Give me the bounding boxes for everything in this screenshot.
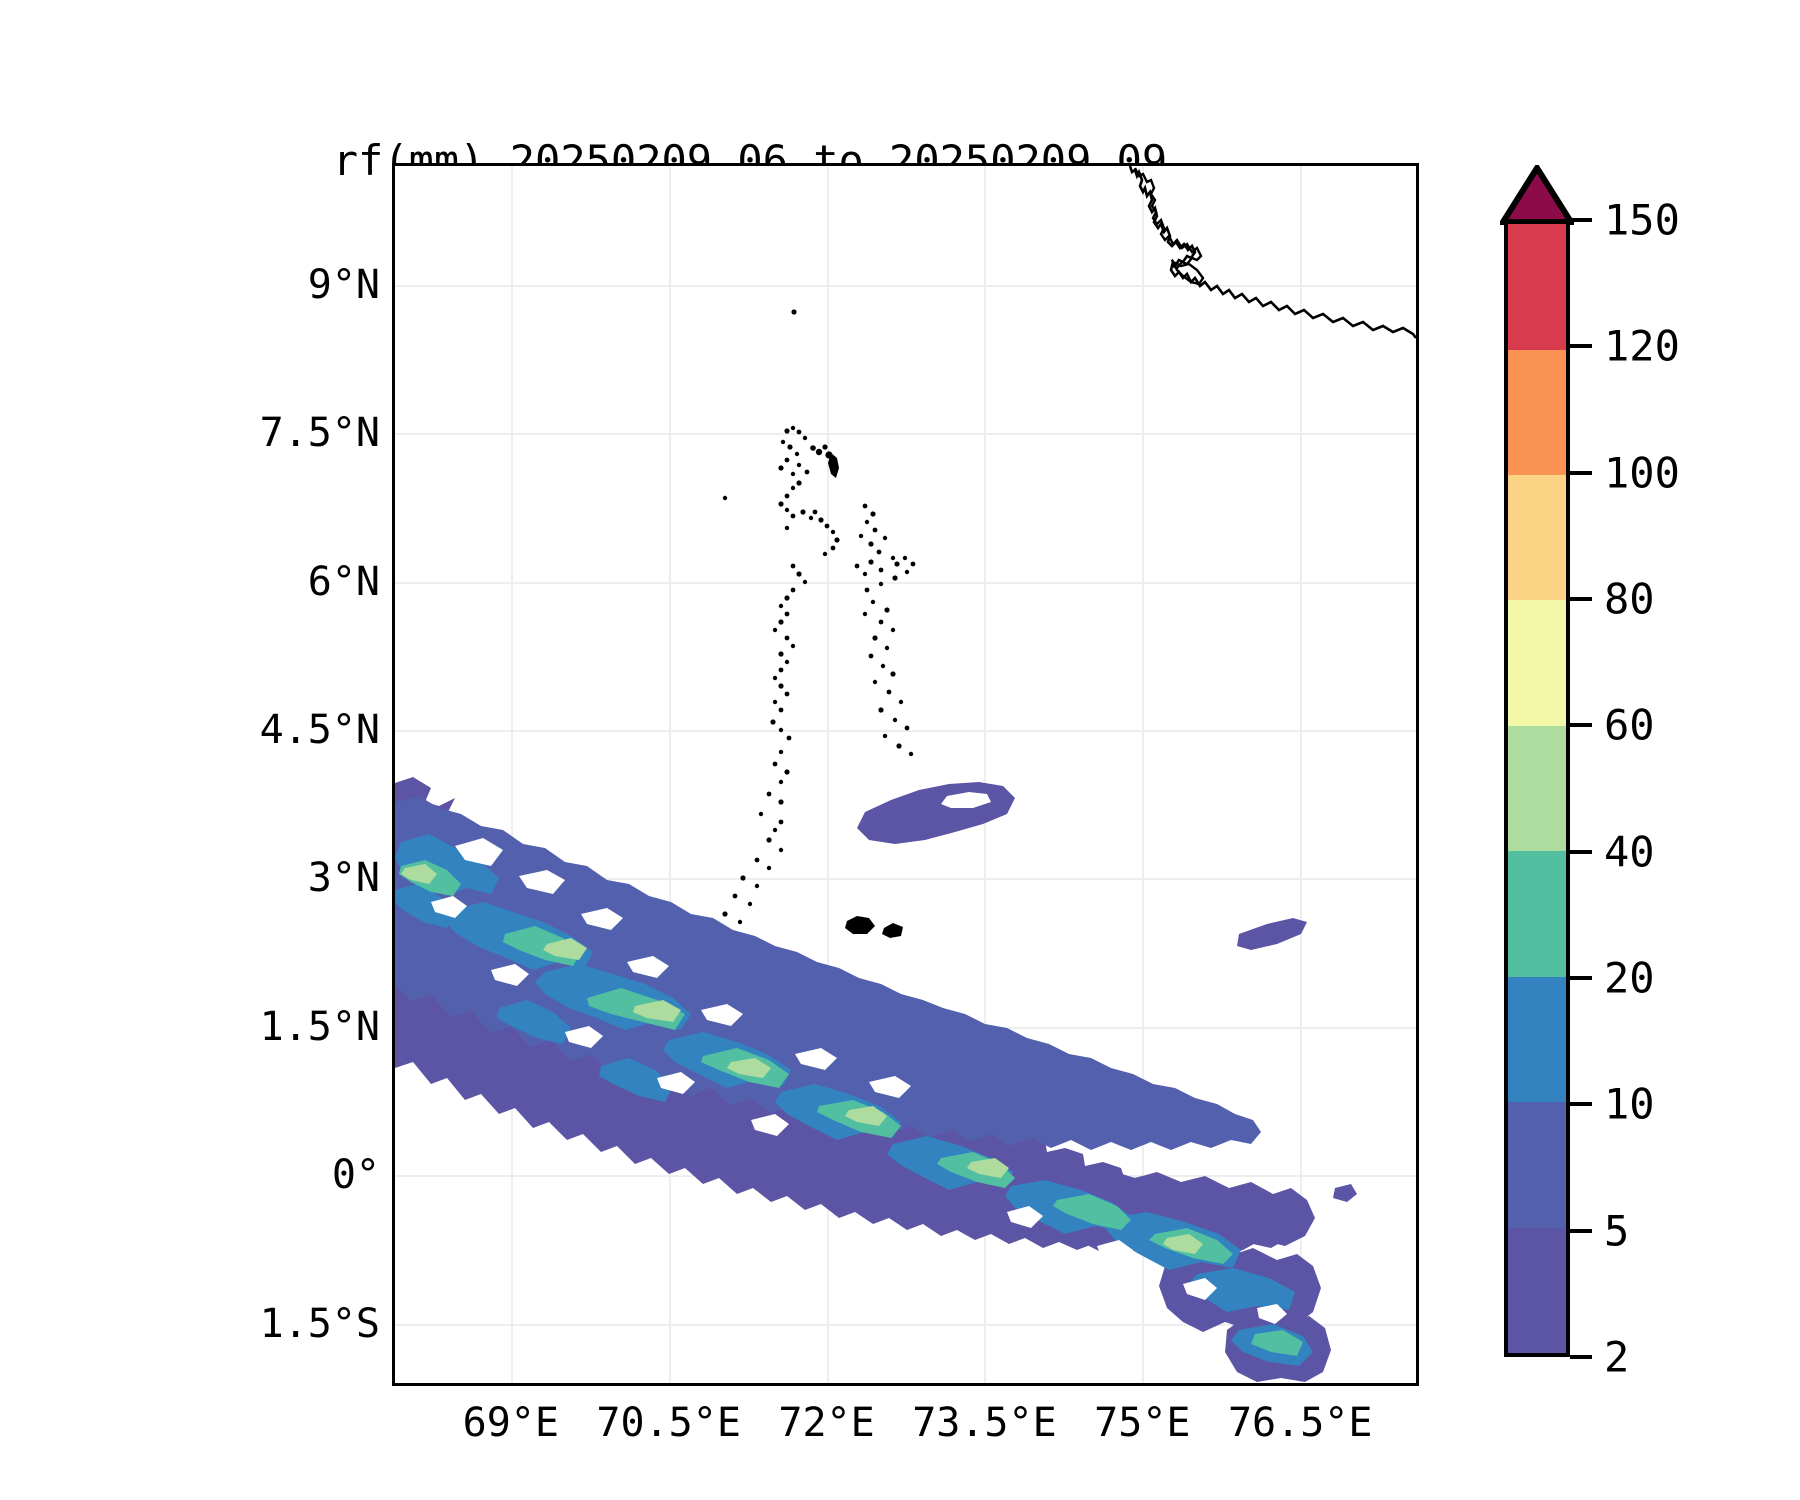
colorbar-segment (1508, 600, 1566, 726)
x-axis-tick-label: 72°E (778, 1400, 875, 1446)
colorbar-tick-mark (1570, 723, 1592, 728)
y-axis-tick-label: 6°N (307, 558, 380, 605)
y-axis-tick-label: 1.5°S (259, 1300, 380, 1347)
gridline-horizontal (395, 878, 1416, 881)
india-coastline-path (1128, 166, 1416, 339)
colorbar-tick-label: 60 (1604, 700, 1655, 750)
colorbar-tick-label: 2 (1604, 1332, 1630, 1382)
colorbar-tick-label: 120 (1604, 321, 1680, 371)
gridline-vertical (668, 166, 671, 1383)
x-axis-tick-label: 76.5°E (1227, 1400, 1373, 1446)
colorbar-segment (1508, 474, 1566, 601)
y-axis-tick-label: 9°N (307, 261, 380, 308)
y-axis-tick-label: 4.5°N (259, 706, 380, 753)
colorbar-tick-mark (1570, 597, 1592, 601)
india-coastline-inner-path (1133, 167, 1203, 270)
colorbar-tick-label: 100 (1604, 448, 1680, 498)
colorbar-segment (1508, 976, 1566, 1103)
colorbar-tick-label: 150 (1604, 195, 1680, 245)
colorbar-tick-label: 80 (1604, 574, 1655, 624)
y-axis-tick-label: 0° (331, 1152, 380, 1199)
colorbar-segment (1508, 224, 1566, 350)
x-axis-tick-label: 73.5°E (912, 1400, 1057, 1446)
gridline-vertical (1300, 166, 1303, 1383)
gridline-horizontal (395, 284, 1416, 287)
colorbar-tick-mark (1570, 976, 1592, 980)
atoll-blob-c (882, 923, 903, 938)
colorbar-tick-mark (1570, 1355, 1592, 1359)
y-axis-tick-label: 3°N (307, 855, 380, 902)
colorbar-tick-label: 40 (1604, 827, 1655, 877)
colorbar-extend-arrow-icon (1500, 165, 1574, 225)
gridline-horizontal (395, 1323, 1416, 1326)
colorbar-tick-label: 10 (1604, 1079, 1655, 1129)
colorbar-tick-mark (1570, 218, 1592, 222)
gridline-vertical (1142, 166, 1145, 1383)
colorbar-segment (1508, 1227, 1566, 1353)
colorbar-gradient-strip (1504, 220, 1570, 1357)
atoll-blob-b (845, 916, 875, 934)
colorbar-segment (1508, 1102, 1566, 1228)
rainfall-contour-field (395, 777, 1357, 1382)
island-atoll-dots (722, 309, 916, 925)
coastal-bay-path (1170, 259, 1205, 286)
gridline-vertical (826, 166, 829, 1383)
map-plot-area[interactable] (392, 163, 1419, 1386)
x-axis-tick-label: 69°E (462, 1400, 559, 1446)
gridline-vertical (984, 166, 987, 1383)
colorbar-tick-mark (1570, 470, 1592, 475)
colorbar-segment (1508, 349, 1566, 475)
colorbar-tick-mark (1570, 344, 1592, 349)
colorbar[interactable]: 2 5 10 20 40 60 80 100 120 150 (1500, 165, 1680, 1382)
atoll-blob-a (828, 453, 839, 478)
colorbar-segment (1508, 851, 1566, 977)
gridline-horizontal (395, 729, 1416, 732)
colorbar-tick-mark (1570, 849, 1592, 854)
colorbar-tick-label: 5 (1604, 1206, 1630, 1256)
map-inner (395, 166, 1416, 1383)
gridline-horizontal (395, 433, 1416, 436)
colorbar-tick-mark (1570, 1102, 1592, 1107)
gridline-horizontal (395, 581, 1416, 584)
x-axis-tick-label: 70.5°E (596, 1400, 741, 1446)
gridline-vertical (510, 166, 513, 1383)
colorbar-tick-mark (1570, 1228, 1592, 1233)
y-axis-tick-label: 1.5°N (259, 1003, 380, 1050)
colorbar-segment (1508, 725, 1566, 852)
colorbar-tick-label: 20 (1604, 953, 1655, 1003)
x-axis-tick-label: 75°E (1094, 1400, 1191, 1446)
geography-layer (722, 166, 1416, 938)
y-axis-tick-label: 7.5°N (259, 410, 380, 457)
